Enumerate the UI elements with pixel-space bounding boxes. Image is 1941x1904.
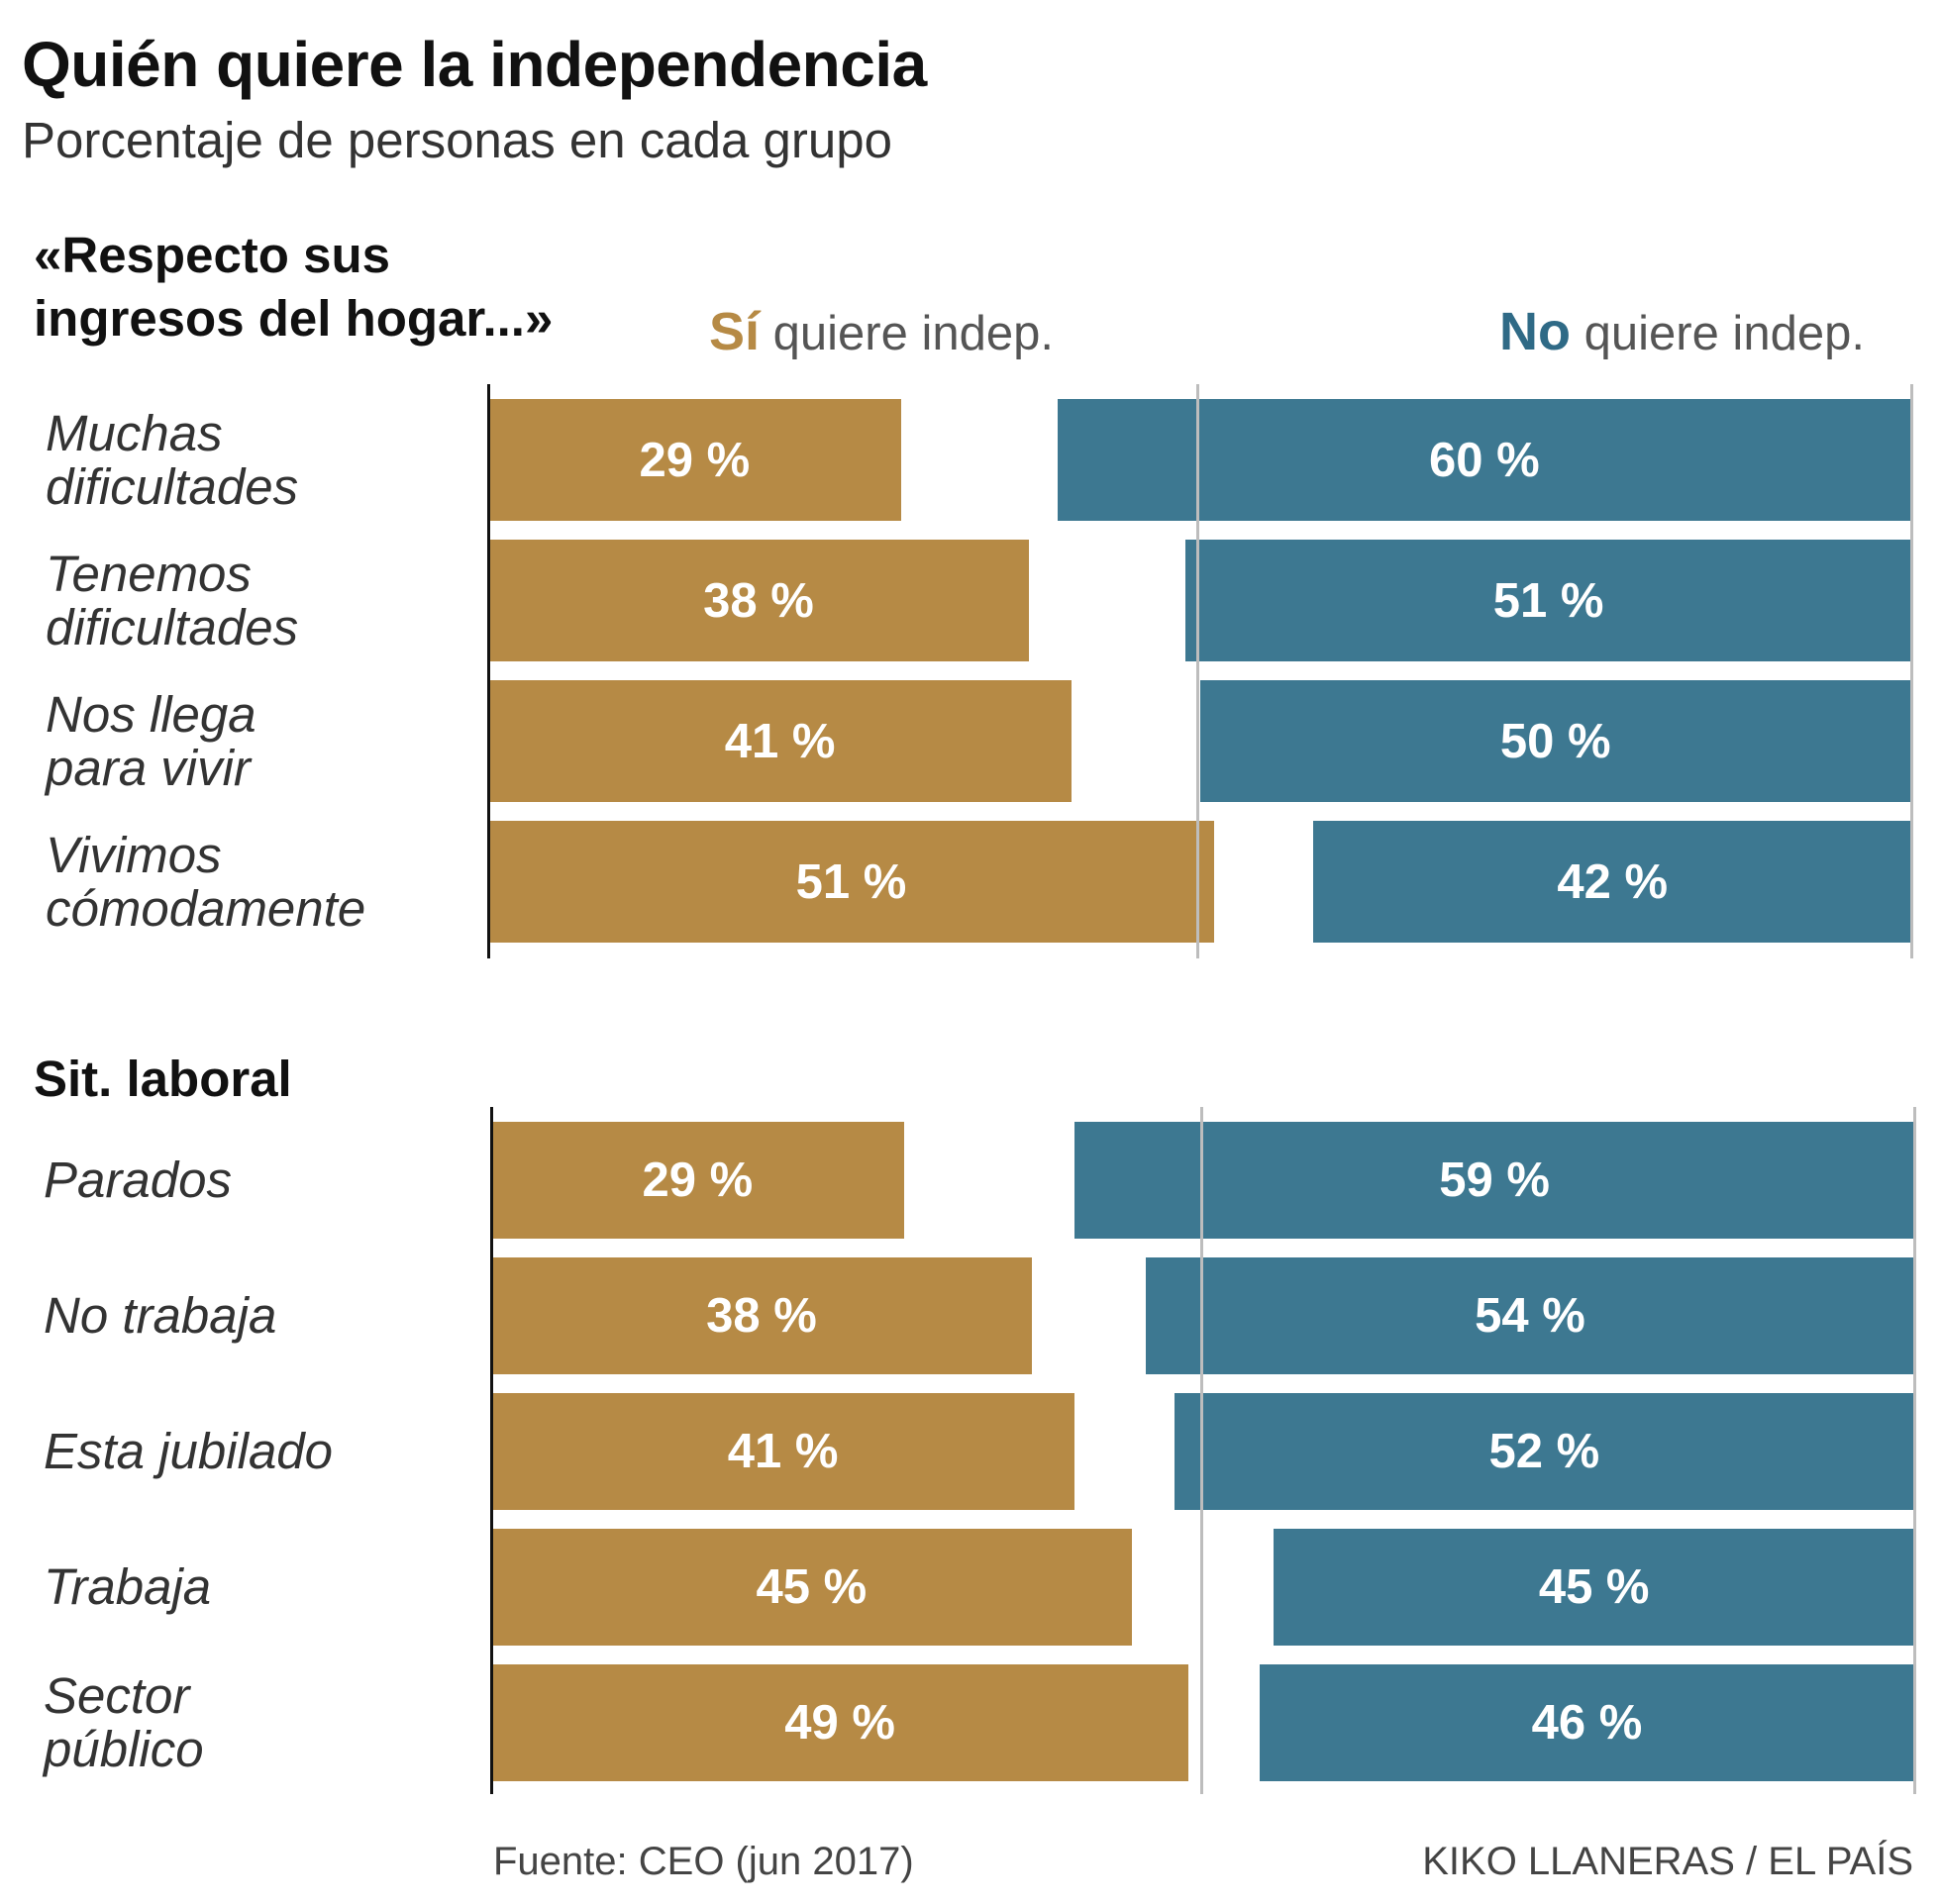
legend-no-strong: No [1499, 302, 1571, 361]
axis-end-line [1913, 1107, 1916, 1794]
category-label: Vivimos cómodamente [46, 826, 366, 937]
legend-no-text: quiere indep. [1583, 307, 1865, 360]
bar-si: 29 % [488, 399, 901, 521]
bar-no: 50 % [1199, 680, 1911, 802]
section-heading-laboral: Sit. laboral [34, 1051, 292, 1107]
bar-si: 41 % [491, 1393, 1075, 1510]
bar-si: 29 % [491, 1122, 904, 1239]
axis-midpoint-line [1200, 1107, 1203, 1794]
credit-note: KIKO LLANERAS / EL PAÍS [1422, 1840, 1913, 1883]
bar-no: 45 % [1274, 1529, 1914, 1646]
axis-zero-line [487, 384, 490, 958]
bar-si: 38 % [491, 1257, 1033, 1374]
bar-si: 51 % [488, 821, 1214, 943]
legend-yes: Sí quiere indep. [709, 301, 1054, 362]
category-label: Sector público [44, 1667, 204, 1777]
axis-end-line [1910, 384, 1913, 958]
source-note: Fuente: CEO (jun 2017) [493, 1840, 914, 1883]
bar-si: 41 % [488, 680, 1073, 802]
category-label: Muchas dificultades [46, 404, 299, 515]
bar-no: 51 % [1185, 540, 1911, 661]
category-label: Nos llega para vivir [46, 685, 256, 796]
bar-no: 42 % [1313, 821, 1911, 943]
category-label: Trabaja [44, 1558, 212, 1615]
section-heading-ingresos: «Respecto sus ingresos del hogar...» [34, 227, 554, 347]
legend-yes-strong: Sí [709, 302, 761, 361]
category-label: Tenemos dificultades [46, 545, 299, 655]
category-label: No trabaja [44, 1287, 277, 1344]
chart-title: Quién quiere la independencia [22, 29, 927, 100]
bar-no: 52 % [1174, 1393, 1914, 1510]
bar-no: 60 % [1057, 399, 1911, 521]
bar-si: 45 % [491, 1529, 1132, 1646]
bar-si: 38 % [488, 540, 1030, 661]
category-label: Esta jubilado [44, 1423, 334, 1479]
chart-subtitle: Porcentaje de personas en cada grupo [22, 112, 892, 168]
category-label: Parados [44, 1152, 232, 1208]
axis-midpoint-line [1196, 384, 1199, 958]
legend-no: No quiere indep. [1499, 301, 1865, 362]
bar-no: 46 % [1259, 1664, 1914, 1781]
legend-yes-text: quiere indep. [772, 307, 1054, 360]
axis-zero-line [490, 1107, 493, 1794]
bar-si: 49 % [491, 1664, 1189, 1781]
bar-no: 54 % [1146, 1257, 1914, 1374]
bar-no: 59 % [1074, 1122, 1914, 1239]
